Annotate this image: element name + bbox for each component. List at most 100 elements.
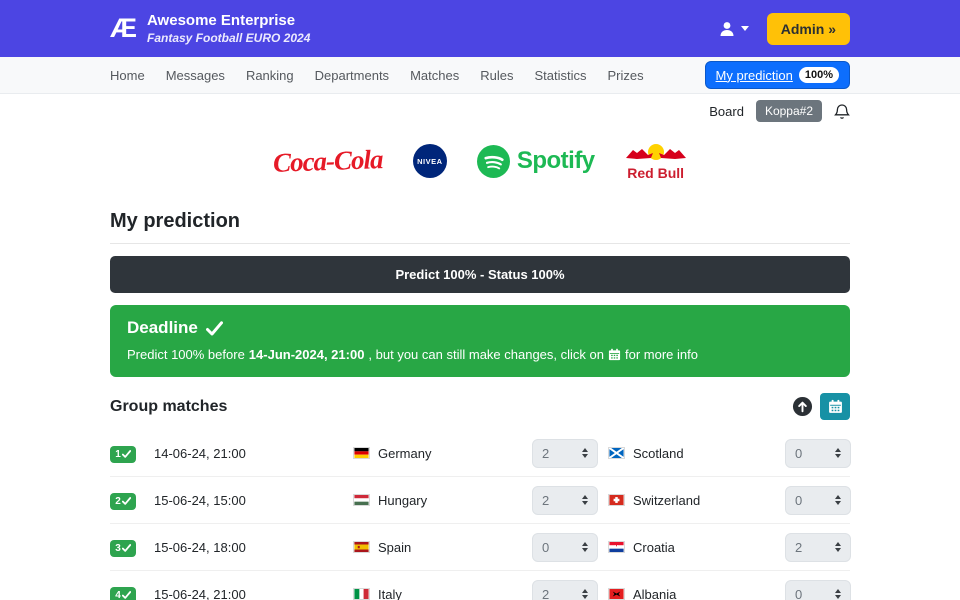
- nav-link-messages[interactable]: Messages: [165, 67, 225, 83]
- nav-links: Home Messages Ranking Departments Matches Rul…: [110, 68, 644, 83]
- nav-link-statistics[interactable]: Statistics: [534, 67, 587, 83]
- match-status-badge: 3: [110, 539, 136, 557]
- stepper-arrows-icon: [835, 542, 841, 552]
- away-score-select[interactable]: 0: [785, 485, 851, 515]
- prediction-status-bar: Predict 100% - Status 100%: [110, 256, 850, 293]
- calendar-button[interactable]: [820, 393, 850, 420]
- brand[interactable]: Æ Awesome Enterprise Fantasy Football EU…: [110, 12, 310, 45]
- home-flag-icon: [353, 494, 370, 506]
- deadline-text: Predict 100% before 14-Jun-2024, 21:00 ,…: [127, 347, 698, 362]
- match-row: 4 15-06-24, 21:00 Italy 2 Albania 0: [110, 571, 851, 600]
- home-team-name: Germany: [378, 445, 432, 461]
- main-nav: Home Messages Ranking Departments Matches Rul…: [0, 57, 960, 94]
- home-team-name: Spain: [378, 539, 412, 555]
- away-score-select[interactable]: 2: [785, 532, 851, 562]
- away-team-name: Switzerland: [633, 492, 701, 508]
- home-score-select[interactable]: 2: [532, 438, 598, 468]
- away-flag-icon: [608, 494, 625, 506]
- match-number: 3: [115, 542, 121, 554]
- home-team: Italy: [353, 587, 532, 600]
- my-prediction-button[interactable]: My prediction 100%: [704, 61, 850, 89]
- match-date: 15-06-24, 18:00: [154, 539, 246, 555]
- redbull-logo: Red Bull: [625, 142, 687, 181]
- away-flag-icon: [608, 588, 625, 600]
- away-team-name: Croatia: [633, 539, 675, 555]
- check-icon: [121, 544, 131, 552]
- away-score-select[interactable]: 0: [785, 579, 851, 600]
- user-menu[interactable]: [718, 20, 749, 38]
- match-status-badge: 1: [110, 445, 136, 463]
- home-team-name: Italy: [378, 586, 402, 600]
- stepper-arrows-icon: [582, 542, 588, 552]
- caret-down-icon: [740, 26, 749, 31]
- my-prediction-badge: 100%: [798, 67, 839, 83]
- home-flag-icon: [353, 447, 370, 459]
- match-status-badge: 4: [110, 586, 136, 600]
- away-team: Scotland: [608, 446, 785, 461]
- admin-button[interactable]: Admin »: [766, 12, 850, 45]
- nav-link-departments[interactable]: Departments: [314, 67, 390, 83]
- match-row: 2 15-06-24, 15:00 Hungary 2 Switzerland …: [110, 477, 851, 524]
- toolbar-row: Board Koppa#2: [0, 94, 960, 128]
- brand-subtitle: Fantasy Football EURO 2024: [147, 30, 311, 45]
- calendar-icon[interactable]: [608, 348, 621, 361]
- match-number: 2: [115, 495, 121, 507]
- match-number: 1: [115, 448, 121, 460]
- away-score-value: 2: [795, 539, 803, 555]
- away-team: Croatia: [608, 540, 785, 555]
- stepper-arrows-icon: [582, 589, 588, 599]
- home-score-value: 2: [542, 492, 550, 508]
- match-row: 1 14-06-24, 21:00 Germany 2 Scotland 0: [110, 430, 851, 477]
- home-flag-icon: [353, 541, 370, 553]
- away-score-value: 0: [795, 586, 803, 600]
- deadline-datetime: 14-Jun-2024, 21:00: [248, 347, 365, 362]
- home-score-value: 2: [542, 586, 550, 600]
- home-team: Germany: [353, 446, 532, 461]
- home-score-select[interactable]: 2: [532, 485, 598, 515]
- home-score-value: 2: [542, 445, 550, 461]
- home-score-select[interactable]: 0: [532, 532, 598, 562]
- match-list: 1 14-06-24, 21:00 Germany 2 Scotland 0 2…: [110, 430, 851, 600]
- home-team: Spain: [353, 540, 532, 555]
- nav-link-home[interactable]: Home: [110, 67, 145, 83]
- stepper-arrows-icon: [835, 495, 841, 505]
- nav-link-ranking[interactable]: Ranking: [245, 67, 294, 83]
- nav-link-matches[interactable]: Matches: [410, 67, 460, 83]
- away-team-name: Scotland: [633, 445, 684, 461]
- away-flag-icon: [608, 541, 625, 553]
- check-icon: [121, 591, 131, 599]
- bell-icon[interactable]: [834, 103, 850, 120]
- away-flag-icon: [608, 447, 625, 459]
- check-icon: [205, 320, 223, 335]
- away-team: Switzerland: [608, 493, 785, 508]
- scroll-top-button[interactable]: [792, 396, 813, 417]
- away-team-name: Albania: [633, 586, 677, 600]
- match-date: 14-06-24, 21:00: [154, 445, 246, 461]
- away-team: Albania: [608, 587, 785, 600]
- away-score-value: 0: [795, 445, 803, 461]
- nav-link-rules[interactable]: Rules: [480, 67, 514, 83]
- home-score-value: 0: [542, 539, 550, 555]
- page-title: My prediction: [110, 210, 241, 232]
- deadline-title: Deadline: [127, 318, 198, 337]
- away-score-select[interactable]: 0: [785, 438, 851, 468]
- match-date: 15-06-24, 15:00: [154, 492, 246, 508]
- brand-logo: Æ: [110, 12, 137, 43]
- check-icon: [121, 497, 131, 505]
- stepper-arrows-icon: [835, 448, 841, 458]
- redbull-icon: [625, 143, 686, 160]
- team-badge[interactable]: Koppa#2: [755, 100, 822, 122]
- nav-link-prizes[interactable]: Prizes: [607, 67, 644, 83]
- stepper-arrows-icon: [582, 495, 588, 505]
- top-navbar: Æ Awesome Enterprise Fantasy Football EU…: [0, 0, 960, 57]
- user-icon: [720, 21, 734, 36]
- stepper-arrows-icon: [835, 589, 841, 599]
- board-link[interactable]: Board: [709, 103, 744, 119]
- brand-title: Awesome Enterprise: [147, 11, 296, 29]
- home-score-select[interactable]: 2: [532, 579, 598, 600]
- sponsor-bar: Coca-Cola NIVEA Spotify Red Bull: [0, 128, 960, 194]
- home-team-name: Hungary: [378, 492, 428, 508]
- match-date: 15-06-24, 21:00: [154, 586, 246, 600]
- cocacola-logo: Coca-Cola: [272, 143, 384, 178]
- nivea-logo: NIVEA: [412, 144, 447, 178]
